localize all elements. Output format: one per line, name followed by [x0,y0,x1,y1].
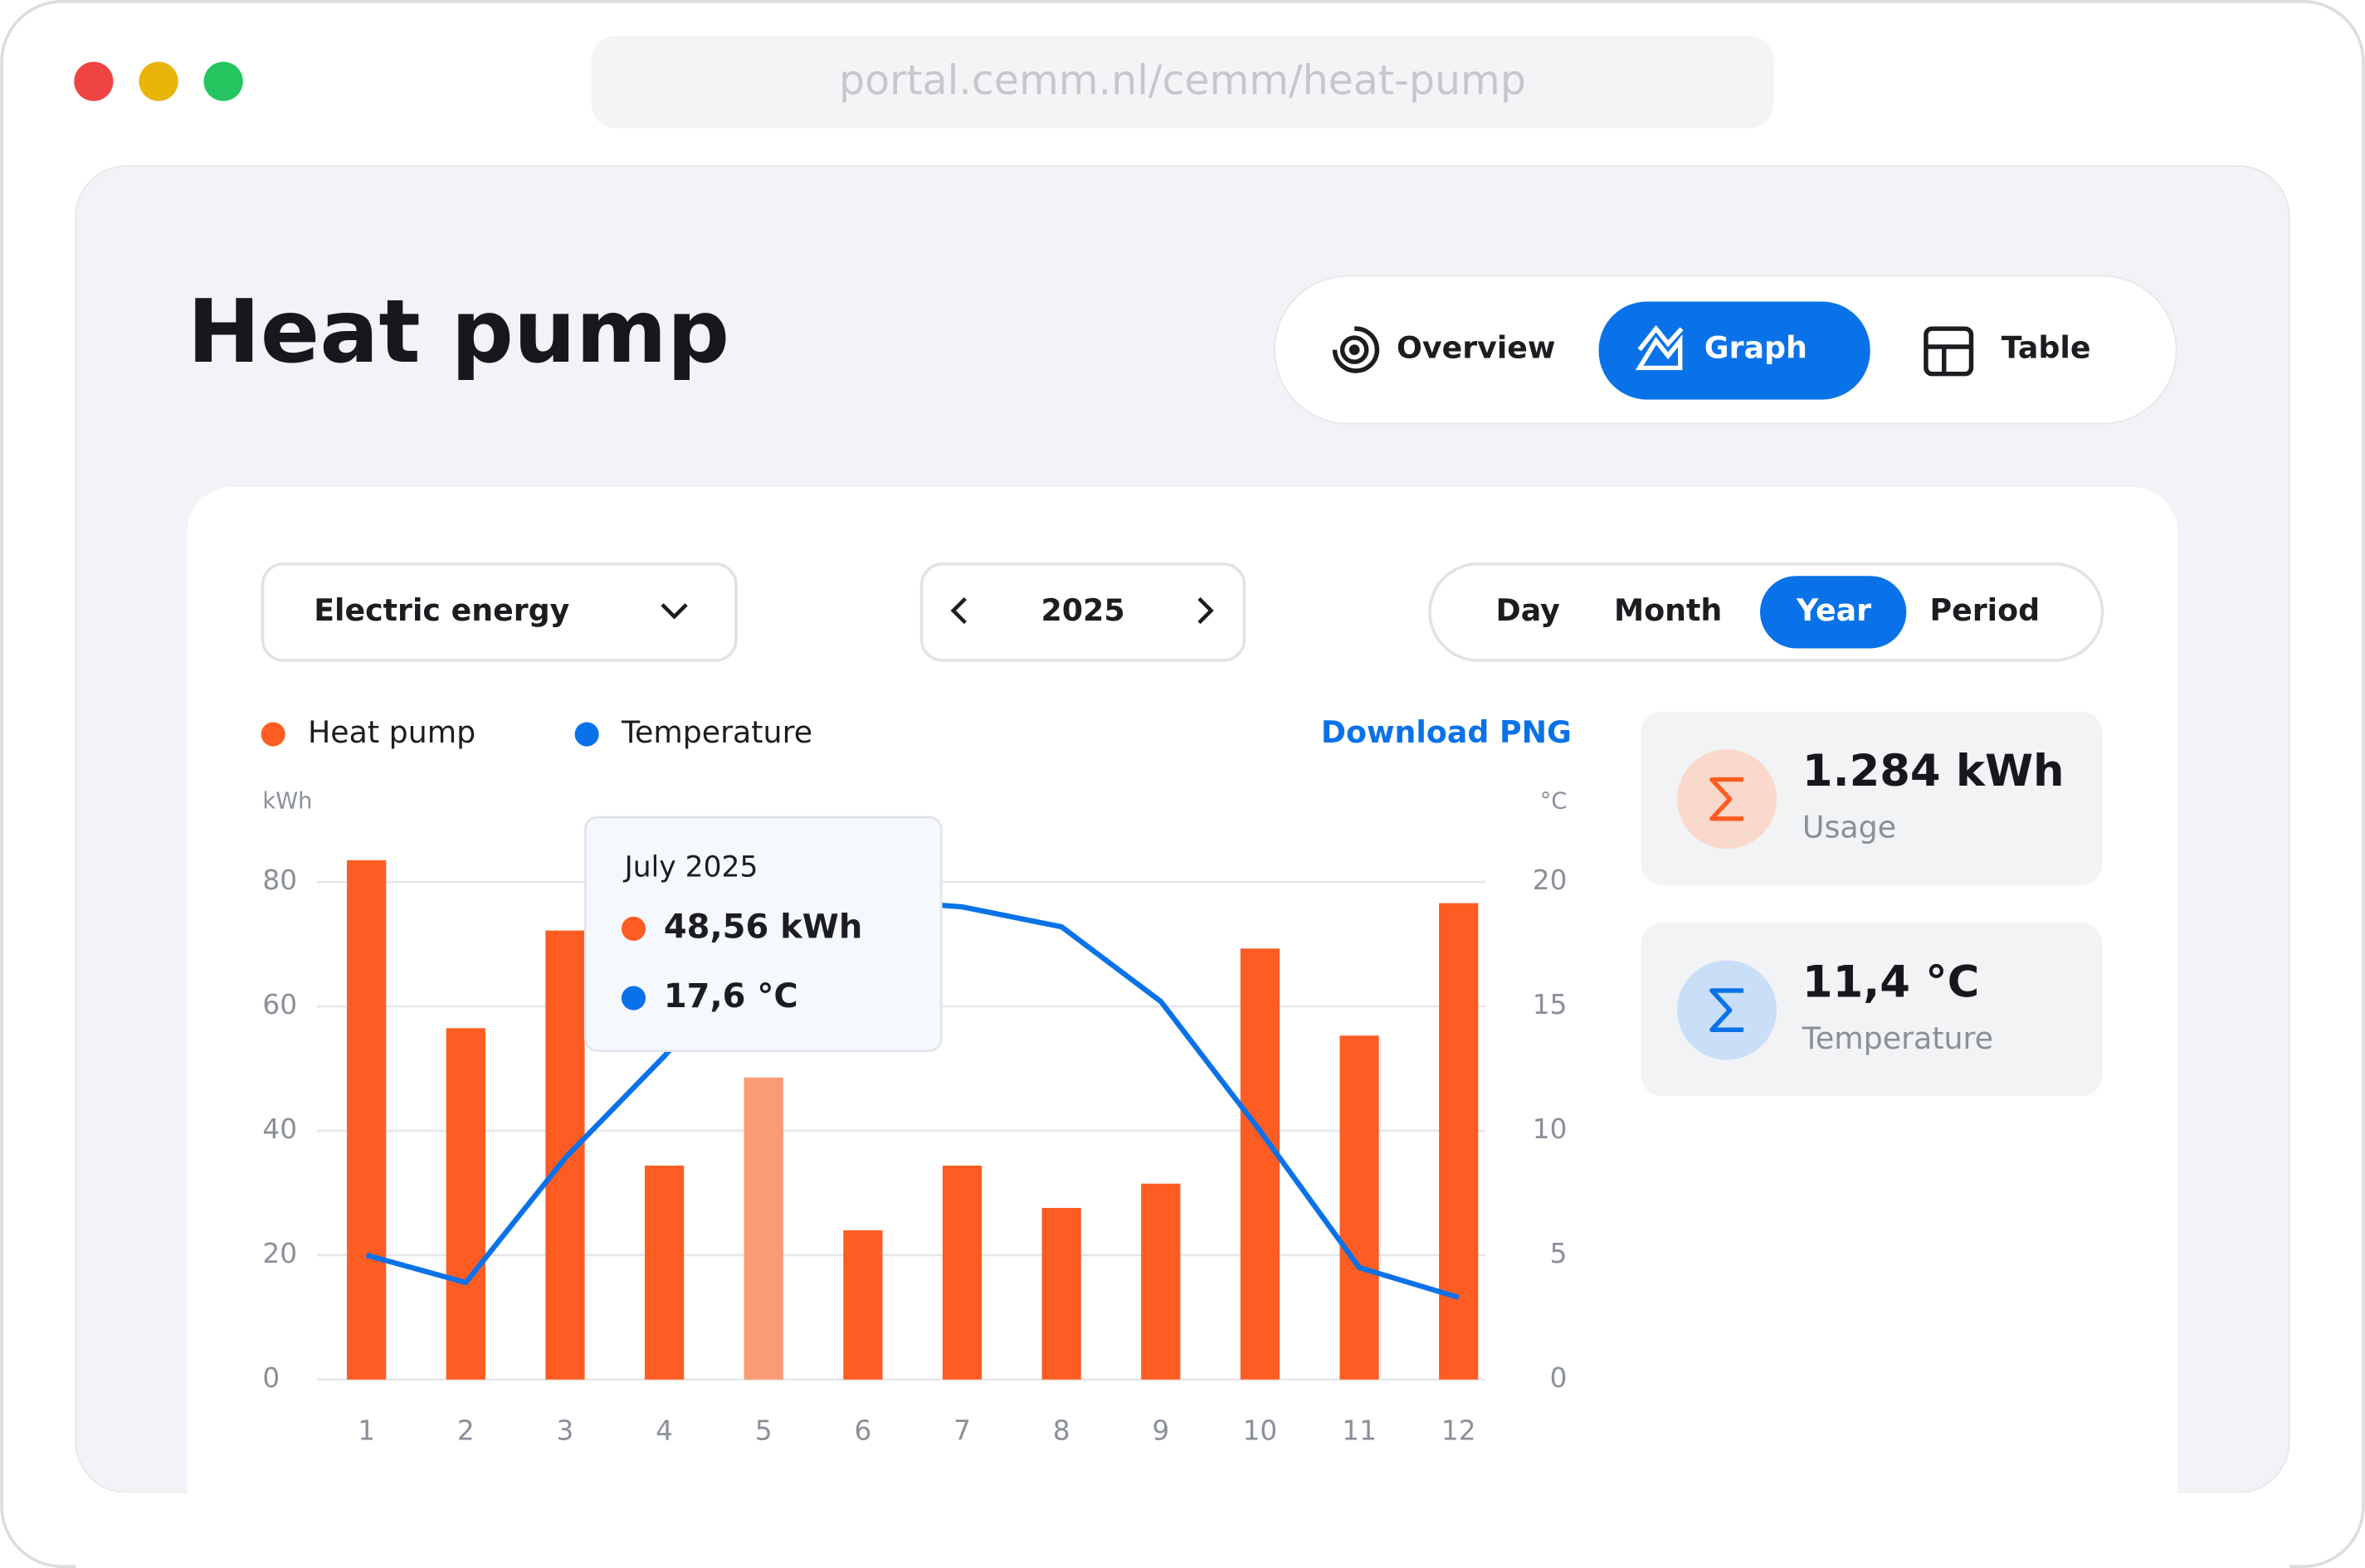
stat-card [1641,923,2103,1097]
window-minimize[interactable] [139,61,178,101]
period-option[interactable]: Period [1930,592,2041,628]
legend-swatch [574,722,599,747]
stat-card [1641,711,2103,885]
x-tick-label: 12 [1441,1415,1476,1446]
dropdown[interactable] [261,562,738,662]
dropdown-label: Electric energy [314,592,569,628]
next-year[interactable] [1197,597,1214,625]
page-title: Heat pump [188,280,730,382]
tab-active-bg [1598,301,1870,400]
bar [1339,1035,1379,1380]
period-option[interactable]: Month [1614,592,1722,628]
y2-tick-label: 20 [1533,864,1568,896]
y2-tick-label: 15 [1533,989,1568,1020]
tooltip [583,816,943,1053]
x-tick-label: 7 [953,1415,971,1446]
tab[interactable]: Overview [1397,330,1555,366]
y2-tick-label: 10 [1533,1113,1568,1145]
tooltip-value: 48,56 kWh [664,908,862,946]
prev-year[interactable] [950,597,967,625]
stat-value: 1.284 kWh [1802,746,2065,796]
graph-icon [1635,324,1684,371]
period-option[interactable]: Year [1796,592,1871,628]
y2-axis-unit: °C [1540,788,1568,814]
x-tick-label: 3 [557,1415,574,1446]
y2-tick-label: 0 [1550,1362,1568,1394]
y-tick-label: 60 [262,989,297,1020]
bar [942,1165,983,1380]
tooltip-title: July 2025 [623,850,758,884]
bar [1041,1207,1081,1380]
mask [76,1493,2289,1568]
tooltip-swatch [621,986,646,1010]
stat-label: Usage [1802,810,1896,845]
url: portal.cemm.nl/cemm/heat-pump [839,56,1526,104]
tooltip-value: 17,6 °C [664,977,798,1015]
x-tick-label: 5 [755,1415,773,1446]
bar [644,1165,685,1380]
year-picker [919,562,1246,662]
overview-icon [1332,326,1380,373]
window-close[interactable] [74,61,114,101]
bar [347,859,387,1380]
y-tick-label: 0 [262,1362,280,1394]
bar [1439,903,1479,1380]
bar [446,1028,485,1380]
stat-label: Temperature [1802,1020,1993,1056]
x-tick-label: 11 [1342,1415,1377,1446]
bar [1141,1183,1181,1380]
legend-label: Temperature [621,714,812,750]
period-active-bg [1760,576,1907,649]
x-tick-label: 10 [1243,1415,1278,1446]
stat-value: 11,4 °C [1802,957,1979,1007]
chevron [661,603,688,620]
bar [843,1230,883,1380]
y-tick-label: 40 [262,1113,297,1145]
y-axis-unit: kWh [262,788,312,814]
sigma-icon [1709,988,1744,1032]
sigma-icon [1709,777,1744,821]
url-bar[interactable] [591,36,1774,129]
x-tick-label: 1 [358,1415,375,1446]
tab[interactable]: Graph [1704,330,1807,366]
y-tick-label: 80 [262,864,297,896]
bar [744,1077,783,1380]
y-tick-label: 20 [262,1238,297,1269]
x-tick-label: 8 [1053,1415,1070,1446]
period-option[interactable]: Day [1496,592,1561,628]
legend-label: Heat pump [308,714,475,750]
legend-swatch [261,722,285,747]
x-tick-label: 4 [656,1415,673,1446]
y2-tick-label: 5 [1550,1238,1568,1269]
bar [1240,948,1280,1380]
window-maximize[interactable] [203,61,243,101]
tooltip-swatch [621,916,646,941]
year: 2025 [1041,592,1125,628]
download-link[interactable]: Download PNG [1321,714,1572,750]
x-tick-label: 6 [854,1415,871,1446]
tab[interactable]: Table [2002,330,2091,366]
table-icon [1924,326,1974,377]
x-tick-label: 2 [457,1415,475,1446]
x-tick-label: 9 [1152,1415,1169,1446]
